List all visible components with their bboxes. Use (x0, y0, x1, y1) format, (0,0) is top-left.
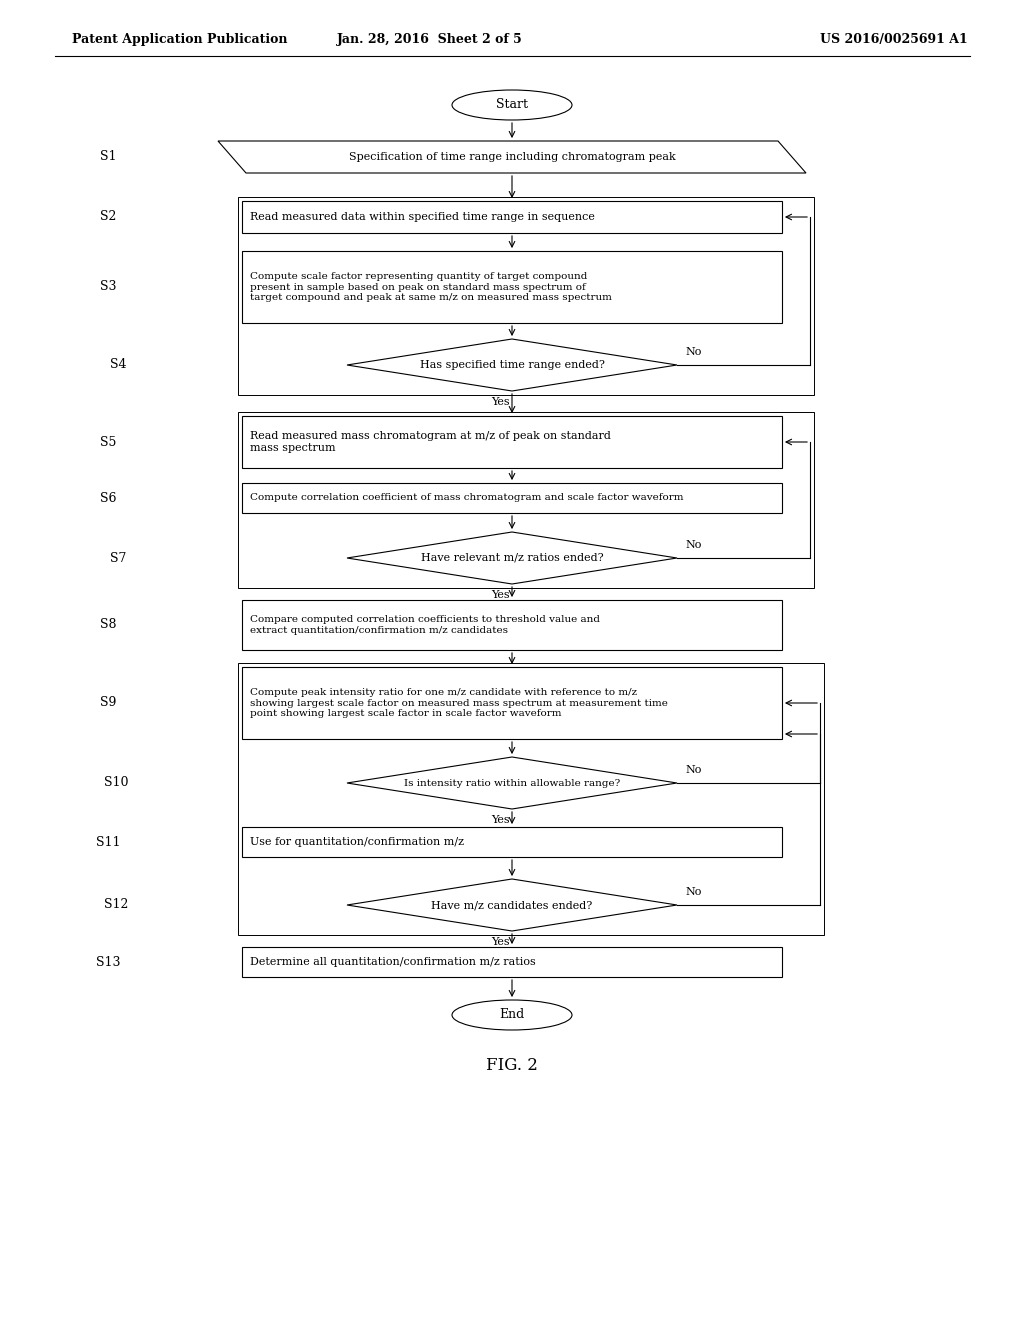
Text: Use for quantitation/confirmation m/z: Use for quantitation/confirmation m/z (250, 837, 464, 847)
FancyBboxPatch shape (242, 416, 782, 469)
Text: S8: S8 (99, 619, 117, 631)
Text: S13: S13 (96, 956, 120, 969)
Text: No: No (685, 540, 701, 550)
FancyBboxPatch shape (242, 828, 782, 857)
Polygon shape (347, 339, 677, 391)
Text: Is intensity ratio within allowable range?: Is intensity ratio within allowable rang… (403, 779, 621, 788)
Polygon shape (347, 879, 677, 931)
Text: S5: S5 (99, 436, 116, 449)
Text: Yes: Yes (490, 397, 509, 407)
Text: Have relevant m/z ratios ended?: Have relevant m/z ratios ended? (421, 553, 603, 564)
FancyBboxPatch shape (242, 601, 782, 649)
Text: Compute scale factor representing quantity of target compound
present in sample : Compute scale factor representing quanti… (250, 272, 612, 302)
Text: Determine all quantitation/confirmation m/z ratios: Determine all quantitation/confirmation … (250, 957, 536, 968)
Text: Compare computed correlation coefficients to threshold value and
extract quantit: Compare computed correlation coefficient… (250, 615, 600, 635)
Text: S11: S11 (96, 836, 120, 849)
Text: Read measured data within specified time range in sequence: Read measured data within specified time… (250, 213, 595, 222)
Text: US 2016/0025691 A1: US 2016/0025691 A1 (820, 33, 968, 46)
Text: S10: S10 (103, 776, 128, 789)
Text: No: No (685, 347, 701, 356)
Text: FIG. 2: FIG. 2 (486, 1056, 538, 1073)
Text: Has specified time range ended?: Has specified time range ended? (420, 360, 604, 370)
FancyBboxPatch shape (242, 946, 782, 977)
Text: S6: S6 (99, 491, 117, 504)
FancyBboxPatch shape (242, 667, 782, 739)
Polygon shape (347, 532, 677, 583)
Text: S4: S4 (110, 359, 126, 371)
Text: Yes: Yes (490, 814, 509, 825)
Text: S2: S2 (99, 210, 116, 223)
Text: Yes: Yes (490, 937, 509, 946)
Text: S7: S7 (110, 552, 126, 565)
Polygon shape (218, 141, 806, 173)
Text: S1: S1 (99, 150, 117, 164)
Text: Yes: Yes (490, 590, 509, 601)
Text: Compute peak intensity ratio for one m/z candidate with reference to m/z
showing: Compute peak intensity ratio for one m/z… (250, 688, 668, 718)
FancyBboxPatch shape (242, 483, 782, 513)
Text: End: End (500, 1008, 524, 1022)
Polygon shape (347, 756, 677, 809)
FancyBboxPatch shape (242, 251, 782, 323)
Text: Read measured mass chromatogram at m/z of peak on standard
mass spectrum: Read measured mass chromatogram at m/z o… (250, 432, 611, 453)
Ellipse shape (452, 1001, 572, 1030)
Text: Patent Application Publication: Patent Application Publication (72, 33, 288, 46)
FancyBboxPatch shape (242, 201, 782, 234)
Ellipse shape (452, 90, 572, 120)
Text: Jan. 28, 2016  Sheet 2 of 5: Jan. 28, 2016 Sheet 2 of 5 (337, 33, 523, 46)
Text: Start: Start (496, 99, 528, 111)
Text: No: No (685, 766, 701, 775)
Text: S3: S3 (99, 281, 117, 293)
Text: Specification of time range including chromatogram peak: Specification of time range including ch… (348, 152, 676, 162)
Text: S9: S9 (99, 697, 116, 710)
Text: Have m/z candidates ended?: Have m/z candidates ended? (431, 900, 593, 909)
Text: No: No (685, 887, 701, 898)
Text: S12: S12 (103, 899, 128, 912)
Text: Compute correlation coefficient of mass chromatogram and scale factor waveform: Compute correlation coefficient of mass … (250, 494, 683, 503)
